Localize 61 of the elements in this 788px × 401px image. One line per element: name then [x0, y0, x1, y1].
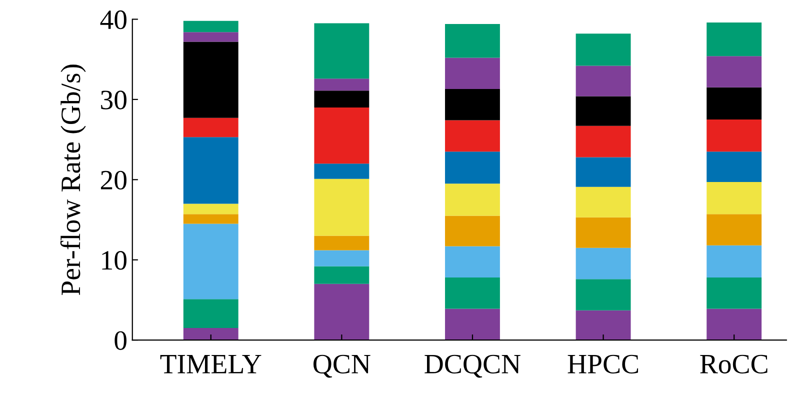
bar: [183, 328, 238, 340]
bar: [314, 236, 370, 250]
bar: [183, 299, 238, 328]
bar: [314, 250, 370, 266]
bar: [183, 42, 238, 118]
bar: [706, 87, 762, 120]
bar: [576, 126, 631, 158]
bar: [706, 245, 762, 278]
bar: [314, 78, 370, 91]
bar: [314, 284, 370, 340]
bar: [183, 118, 238, 138]
bar: [706, 56, 762, 88]
bar: [445, 216, 500, 246]
y-tick-label: 0: [114, 331, 126, 350]
bar: [445, 120, 500, 152]
bar: [576, 34, 631, 66]
bar: [706, 152, 762, 182]
bar: [706, 214, 762, 246]
bar: [314, 23, 370, 79]
bar: [576, 66, 631, 96]
bar: [183, 137, 238, 204]
bar: [445, 24, 500, 58]
x-tick-label: RoCC: [700, 354, 768, 374]
bar: [576, 279, 631, 310]
bar: [183, 32, 238, 42]
bar: [576, 96, 631, 126]
bar: [314, 164, 370, 179]
bar: [445, 184, 500, 216]
bar: [706, 277, 762, 309]
bar: [706, 120, 762, 152]
bar: [314, 178, 370, 236]
bar: [314, 90, 370, 108]
x-tick-label: HPCC: [568, 354, 638, 374]
bar: [706, 22, 762, 56]
bar: [445, 246, 500, 278]
bar: [576, 157, 631, 187]
bar: [576, 248, 631, 280]
bar: [314, 266, 370, 284]
bar: [445, 89, 500, 120]
x-tick-label: TIMELY: [160, 355, 262, 374]
y-tick-label: 20: [100, 170, 126, 190]
x-tick-label: DCQCN: [424, 354, 520, 378]
bar: [314, 107, 370, 164]
bar: [445, 277, 500, 309]
bar: [706, 182, 762, 214]
bar: [183, 214, 238, 224]
y-tick-label: 30: [101, 90, 126, 110]
bar: [576, 217, 631, 248]
y-tick-label: 10: [102, 251, 126, 270]
y-axis-title: Per-flow Rate (Gb/s): [60, 64, 86, 296]
bar: [445, 308, 500, 340]
bar: [183, 224, 238, 300]
bar: [183, 204, 238, 214]
bar: [706, 308, 762, 340]
y-tick-label: 40: [100, 10, 126, 30]
bar: [445, 58, 500, 90]
bar: [576, 310, 631, 340]
x-tick-label: QCN: [313, 354, 370, 378]
bar: [183, 20, 238, 32]
bar: [445, 152, 500, 184]
bar: [576, 186, 631, 218]
